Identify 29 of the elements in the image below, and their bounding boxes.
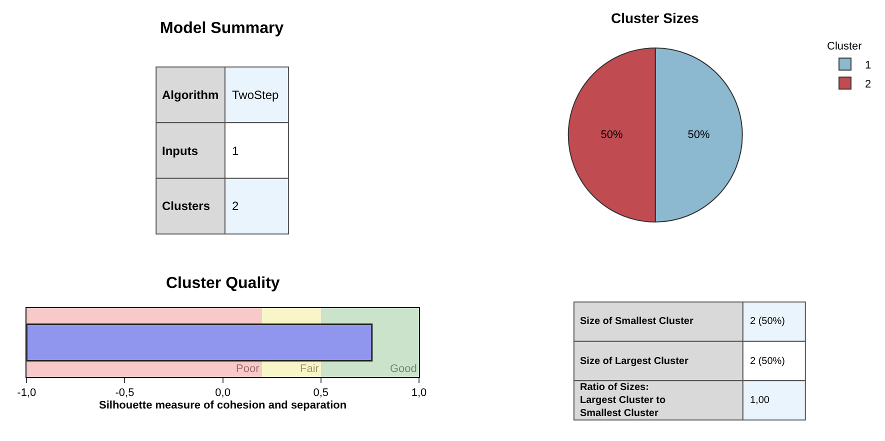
category-label: Size of Largest Cluster — [580, 356, 688, 367]
x-tick-label: 0,5 — [313, 387, 329, 400]
text: Model Summary — [160, 20, 284, 37]
band-label: Good — [390, 363, 417, 375]
x-axis-title: Silhouette measure of cohesion and separation — [99, 399, 347, 412]
data-label: 50% — [600, 129, 623, 141]
category-label: Ratio of Sizes: Largest Cluster to Smallest Cluster — [580, 382, 666, 419]
text: 1,00 — [750, 395, 770, 406]
x-tick-label: -1,0 — [17, 387, 36, 400]
category-label: Algorithm — [162, 88, 219, 102]
band-label: Fair — [300, 363, 320, 375]
data-label: 50% — [688, 129, 710, 141]
legend-title: Cluster — [827, 40, 862, 53]
text: 2 (50%) — [750, 316, 786, 327]
category-label: Clusters — [162, 199, 210, 213]
text: TwoStep — [232, 88, 279, 102]
chart-title: Cluster Sizes — [611, 10, 700, 26]
band-label: Poor — [236, 363, 260, 375]
legend-label: 1 — [865, 59, 872, 72]
chart-title: Cluster Quality — [166, 275, 280, 292]
category-label: 2 — [232, 199, 239, 213]
x-tick-label: 1,0 — [411, 387, 427, 400]
category-label: Inputs — [162, 144, 198, 158]
text: 2 (50%) — [750, 356, 786, 367]
x-tick-label: -0,5 — [115, 387, 134, 400]
x-tick-label: 0,0 — [215, 387, 230, 400]
category-label: 1 — [232, 144, 239, 158]
category-label: Size of Smallest Cluster — [580, 316, 694, 327]
legend-label: 2 — [865, 78, 872, 90]
